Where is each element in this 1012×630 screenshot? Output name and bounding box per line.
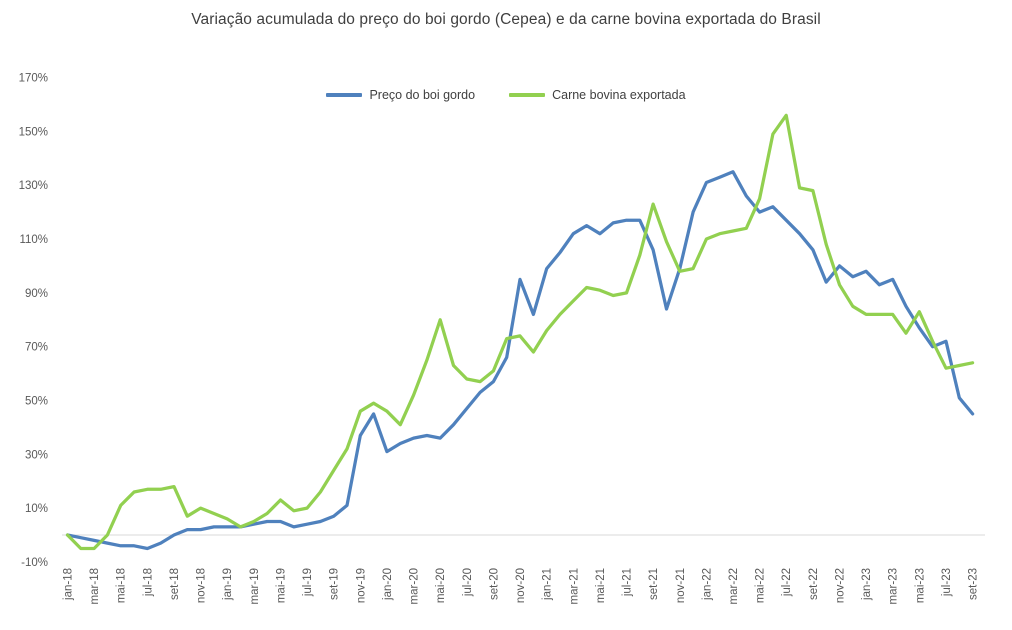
y-axis-tick-label: 90% <box>25 288 48 300</box>
y-axis-tick-label: 10% <box>25 503 48 515</box>
series-line-boi-gordo <box>65 170 975 551</box>
x-axis-tick-label: jan-20 <box>382 568 394 601</box>
legend-line-swatch-green <box>509 93 546 97</box>
x-axis-tick-label: jan-23 <box>861 568 873 601</box>
y-axis-tick-label: 130% <box>19 180 48 192</box>
x-axis-tick-label: jul-22 <box>781 568 793 597</box>
legend-item-boi-gordo: Preço do boi gordo <box>326 88 475 102</box>
y-axis-tick-label: 50% <box>25 396 48 408</box>
x-axis-tick-label: jan-19 <box>222 568 234 601</box>
x-axis-tick-label: set-19 <box>329 568 341 600</box>
x-axis-tick-label: mar-22 <box>728 568 740 604</box>
x-axis-tick-label: nov-20 <box>515 568 527 603</box>
x-axis-tick-label: nov-19 <box>355 568 367 603</box>
legend-line-swatch-blue <box>326 93 363 97</box>
x-axis-tick-label: mar-20 <box>409 568 421 604</box>
chart-legend: Preço do boi gordo Carne bovina exportad… <box>0 88 1012 102</box>
x-axis-tick-label: mai-20 <box>435 568 447 603</box>
chart-title: Variação acumulada do preço do boi gordo… <box>191 11 821 28</box>
x-axis-tick-label: set-18 <box>169 568 181 600</box>
y-axis-tick-label: -10% <box>21 557 48 569</box>
x-axis-tick-label: jul-18 <box>142 568 154 597</box>
x-axis-tick-label: jul-19 <box>302 568 314 597</box>
x-axis-tick-label: set-20 <box>488 568 500 600</box>
x-axis-tick-label: jan-21 <box>542 568 554 601</box>
x-axis-tick-label: mai-22 <box>755 568 767 603</box>
x-axis-tick-label: mai-18 <box>116 568 128 603</box>
x-axis-tick-label: mar-23 <box>888 568 900 604</box>
legend-label-boi-gordo: Preço do boi gordo <box>369 88 476 102</box>
x-axis-tick-label: set-23 <box>968 568 980 600</box>
x-axis-tick-label: jul-21 <box>622 568 634 597</box>
x-axis-tick-label: mar-18 <box>89 568 101 604</box>
y-axis-tick-label: 170% <box>19 73 48 85</box>
x-axis-tick-label: mar-19 <box>249 568 261 604</box>
x-axis-tick-label: jan-18 <box>63 568 75 601</box>
x-axis-tick-label: nov-18 <box>196 568 208 603</box>
x-axis-tick-label: jul-20 <box>462 568 474 597</box>
y-axis-tick-label: 110% <box>19 234 48 246</box>
x-axis-tick-label: mai-19 <box>276 568 288 603</box>
legend-label-carne-exportada: Carne bovina exportada <box>552 88 686 102</box>
x-axis-tick-label: nov-21 <box>675 568 687 603</box>
legend-item-carne-exportada: Carne bovina exportada <box>509 88 686 102</box>
x-axis-tick-label: set-22 <box>808 568 820 600</box>
x-axis-tick-label: jul-23 <box>941 568 953 597</box>
x-axis-tick-label: jan-22 <box>701 568 713 601</box>
x-axis-tick-label: set-21 <box>648 568 660 600</box>
x-axis-tick-label: nov-22 <box>835 568 847 603</box>
x-axis-tick-label: mai-21 <box>595 568 607 603</box>
series-line-carne-exportada <box>65 113 975 551</box>
y-axis-tick-label: 70% <box>25 342 48 354</box>
y-axis-tick-label: 30% <box>25 449 48 461</box>
y-axis-tick-label: 150% <box>19 126 48 138</box>
x-axis-tick-label: mar-21 <box>568 568 580 604</box>
x-axis-tick-label: mai-23 <box>914 568 926 603</box>
